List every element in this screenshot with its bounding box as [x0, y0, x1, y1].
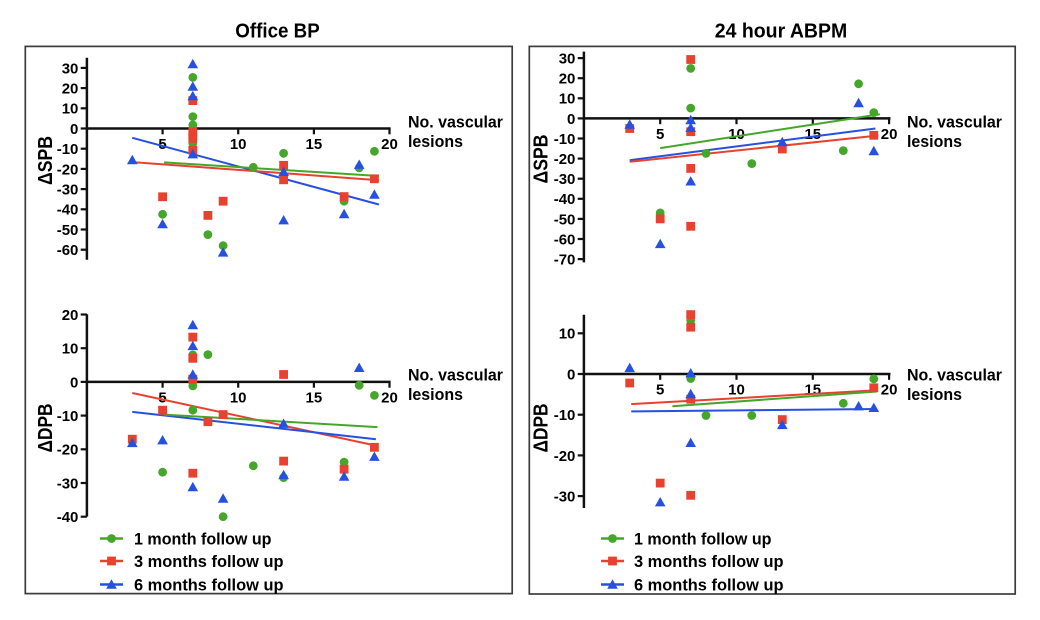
- svg-text:No. vascular: No. vascular: [907, 366, 1002, 385]
- svg-text:-20: -20: [57, 161, 79, 178]
- svg-text:ΔSPB: ΔSPB: [530, 135, 553, 184]
- svg-text:-60: -60: [57, 242, 79, 259]
- svg-text:10: 10: [559, 91, 576, 108]
- svg-text:3 months follow up: 3 months follow up: [134, 552, 284, 571]
- svg-text:10: 10: [728, 126, 745, 143]
- svg-text:5: 5: [158, 390, 166, 407]
- svg-text:lesions: lesions: [408, 385, 463, 404]
- svg-text:-30: -30: [554, 171, 576, 188]
- svg-text:-10: -10: [57, 141, 79, 158]
- svg-text:-30: -30: [554, 489, 576, 506]
- svg-text:-70: -70: [554, 252, 576, 269]
- svg-text:No. vascular: No. vascular: [907, 112, 1002, 131]
- svg-text:10: 10: [230, 136, 247, 153]
- svg-text:-50: -50: [57, 222, 79, 239]
- svg-text:6 months follow up: 6 months follow up: [134, 576, 284, 595]
- svg-text:3 months follow up: 3 months follow up: [634, 552, 784, 571]
- svg-text:30: 30: [559, 51, 576, 68]
- svg-text:10: 10: [62, 341, 79, 358]
- svg-text:15: 15: [306, 136, 323, 153]
- svg-text:-60: -60: [554, 231, 576, 248]
- svg-text:6 months follow up: 6 months follow up: [634, 576, 784, 595]
- svg-text:-20: -20: [554, 151, 576, 168]
- svg-text:0: 0: [70, 374, 78, 391]
- svg-text:Office BP: Office BP: [235, 20, 320, 43]
- svg-text:-20: -20: [57, 442, 79, 459]
- svg-text:0: 0: [567, 111, 575, 128]
- svg-text:30: 30: [62, 60, 79, 77]
- svg-text:No. vascular: No. vascular: [408, 112, 503, 131]
- svg-text:-40: -40: [554, 191, 576, 208]
- svg-text:-10: -10: [554, 131, 576, 148]
- svg-text:-10: -10: [554, 407, 576, 424]
- svg-text:lesions: lesions: [907, 385, 962, 404]
- svg-text:15: 15: [306, 390, 323, 407]
- svg-text:10: 10: [559, 326, 576, 343]
- svg-text:20: 20: [881, 382, 898, 399]
- svg-text:-10: -10: [57, 408, 79, 425]
- svg-text:10: 10: [62, 101, 79, 118]
- svg-text:24 hour ABPM: 24 hour ABPM: [715, 20, 848, 43]
- svg-text:20: 20: [381, 390, 398, 407]
- svg-text:ΔDPB: ΔDPB: [530, 404, 553, 453]
- svg-text:5: 5: [656, 126, 664, 143]
- svg-text:1 month follow up: 1 month follow up: [134, 530, 272, 549]
- svg-text:20: 20: [881, 126, 898, 143]
- svg-text:-40: -40: [57, 202, 79, 219]
- svg-text:-30: -30: [57, 182, 79, 199]
- svg-text:20: 20: [62, 307, 79, 324]
- svg-text:-30: -30: [57, 475, 79, 492]
- svg-text:ΔSPB: ΔSPB: [34, 136, 57, 185]
- svg-text:-50: -50: [554, 211, 576, 228]
- svg-text:-20: -20: [554, 448, 576, 465]
- svg-text:lesions: lesions: [907, 132, 962, 151]
- svg-text:5: 5: [158, 136, 166, 153]
- svg-text:-40: -40: [57, 509, 79, 526]
- svg-text:20: 20: [381, 136, 398, 153]
- svg-text:ΔDPB: ΔDPB: [34, 404, 57, 453]
- svg-text:0: 0: [567, 366, 575, 383]
- svg-text:20: 20: [559, 71, 576, 88]
- svg-text:lesions: lesions: [408, 132, 463, 151]
- svg-text:10: 10: [728, 382, 745, 399]
- svg-text:1 month follow up: 1 month follow up: [634, 530, 772, 549]
- svg-text:No. vascular: No. vascular: [408, 366, 503, 385]
- svg-text:10: 10: [230, 390, 247, 407]
- svg-text:5: 5: [656, 382, 664, 399]
- svg-text:20: 20: [62, 81, 79, 98]
- svg-text:0: 0: [70, 121, 78, 138]
- svg-text:15: 15: [804, 126, 821, 143]
